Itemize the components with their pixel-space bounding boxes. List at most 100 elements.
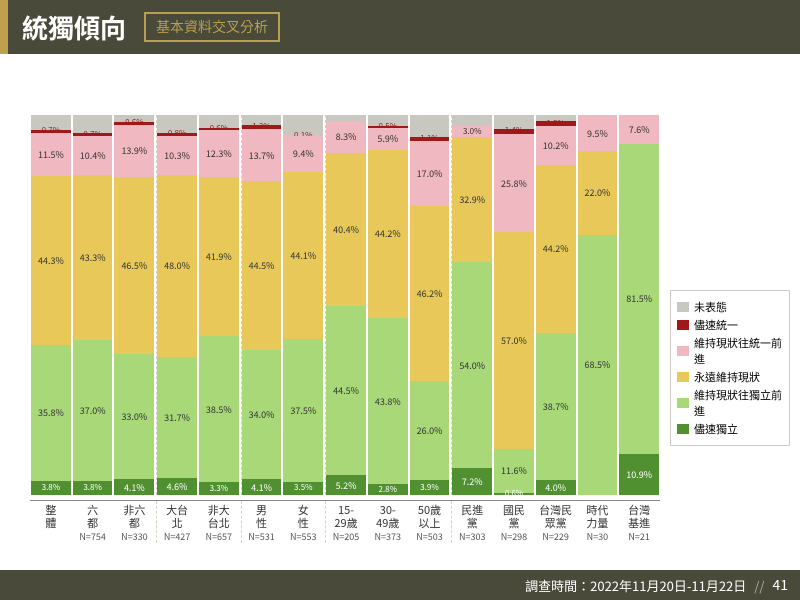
- bar: 1.1%17.0%46.2%26.0%3.9%: [410, 115, 450, 495]
- bar-segment: 4.1%: [242, 479, 282, 495]
- sample-size: N=531: [248, 530, 275, 543]
- bar-segment: 3.8%: [31, 481, 71, 495]
- x-axis-label: 國民黨N=298: [494, 501, 534, 543]
- legend-item: 永遠維持現狀: [677, 369, 783, 385]
- legend-swatch: [677, 302, 689, 312]
- bar-segment: 44.3%: [31, 176, 71, 344]
- bar-segment: 10.9%: [619, 454, 659, 495]
- bar-segment: 2.8%: [368, 484, 408, 495]
- x-axis-label: 時代力量N=30: [578, 501, 618, 543]
- x-axis-label: 非大台北N=657: [199, 501, 239, 543]
- bar-segment: 4.1%: [114, 479, 154, 495]
- footer-separator: //: [754, 576, 764, 595]
- bar: 0.7%11.5%44.3%35.8%3.8%: [31, 115, 71, 495]
- header: 統獨傾向 基本資料交叉分析: [0, 0, 800, 54]
- sample-size: N=30: [587, 530, 609, 543]
- sample-size: N=754: [79, 530, 106, 543]
- bar-segment: 43.8%: [368, 318, 408, 484]
- bar-segment: 57.0%: [494, 232, 534, 449]
- bar: 1.4%25.8%57.0%11.6%0.6%: [494, 115, 534, 495]
- page-title: 統獨傾向: [22, 9, 126, 46]
- bar: 1.3%10.2%44.2%38.7%4.0%: [536, 115, 576, 495]
- sample-size: N=298: [501, 530, 528, 543]
- legend-label: 儘速獨立: [694, 421, 738, 437]
- x-axis-label: 女性N=553: [283, 501, 323, 543]
- sample-size: N=21: [628, 530, 650, 543]
- bar-segment: 44.5%: [242, 181, 282, 350]
- subtitle-box: 基本資料交叉分析: [144, 12, 280, 42]
- legend-label: 儘速統一: [694, 317, 738, 333]
- bar-segment: 46.2%: [410, 206, 450, 382]
- x-axis-label: 30-49歲N=373: [368, 501, 408, 543]
- bar-segment: 13.7%: [242, 129, 282, 181]
- sample-size: N=503: [416, 530, 443, 543]
- bar-segment: 17.0%: [410, 141, 450, 206]
- sample-size: N=553: [290, 530, 317, 543]
- bar-segment: 43.3%: [73, 175, 113, 340]
- bar-segment: 3.0%: [452, 126, 492, 137]
- bar-segment: 41.9%: [199, 177, 239, 336]
- bar-segment: 44.2%: [536, 165, 576, 333]
- legend-label: 永遠維持現狀: [694, 369, 760, 385]
- bar-segment: 44.5%: [326, 306, 366, 475]
- bar-segment: 48.0%: [157, 175, 197, 357]
- legend-item: 維持現狀往統一前進: [677, 335, 783, 367]
- x-axis-label: 六都N=754: [73, 501, 113, 543]
- bar-segment: 3.8%: [73, 481, 113, 495]
- legend-swatch: [677, 346, 689, 356]
- x-axis-label: 15-29歲N=205: [325, 501, 366, 543]
- bar-segment: 9.5%: [578, 115, 618, 151]
- bar-segment: 46.5%: [114, 177, 154, 354]
- bar-segment: 40.4%: [326, 153, 366, 307]
- bar-segment: 38.5%: [199, 336, 239, 482]
- x-axis-label: 台灣民眾黨N=229: [536, 501, 576, 543]
- bar-segment: 34.0%: [242, 350, 282, 479]
- x-axis-label: 男性N=531: [241, 501, 282, 543]
- bar-segment: 38.7%: [536, 333, 576, 480]
- x-axis-label: 非六都N=330: [114, 501, 154, 543]
- bar-segment: 37.5%: [283, 339, 323, 482]
- bar: 3.0%32.9%54.0%7.2%: [452, 115, 492, 495]
- bar: 0.8%10.3%48.0%31.7%4.6%: [157, 115, 197, 495]
- bar-segment: [452, 115, 492, 126]
- bar-segment: 22.0%: [578, 151, 618, 235]
- bar-segment: 4.6%: [157, 478, 197, 495]
- bar-segment: 33.0%: [114, 354, 154, 479]
- bar-segment: 9.4%: [283, 136, 323, 172]
- bar: 0.5%5.9%44.2%43.8%2.8%: [368, 115, 408, 495]
- sample-size: N=657: [206, 530, 233, 543]
- legend-item: 維持現狀往獨立前進: [677, 387, 783, 419]
- bar-segment: 10.2%: [536, 126, 576, 165]
- footer: 調查時間：2022年11月20日-11月22日 // 41: [0, 570, 800, 600]
- bar-segment: 5.9%: [368, 128, 408, 150]
- legend-label: 維持現狀往統一前進: [694, 335, 783, 367]
- sample-size: N=427: [164, 530, 191, 543]
- bar-segment: 0.6%: [494, 493, 534, 495]
- bar-segment: 5.2%: [326, 475, 366, 495]
- x-axis-label: 整體: [31, 501, 71, 543]
- bar-segment: 10.3%: [157, 136, 197, 175]
- sample-size: N=229: [542, 530, 569, 543]
- bar-segment: 37.0%: [73, 340, 113, 481]
- bar-segment: 81.5%: [619, 144, 659, 454]
- x-axis-label: 大台北N=427: [156, 501, 197, 543]
- bar-segment: 8.3%: [326, 121, 366, 153]
- legend-swatch: [677, 320, 689, 330]
- bar: 8.3%40.4%44.5%5.2%: [326, 115, 366, 495]
- legend-swatch: [677, 398, 689, 408]
- bar-segment: 4.0%: [536, 480, 576, 495]
- bar: 0.6%13.9%46.5%33.0%4.1%: [114, 115, 154, 495]
- bar-segment: 35.8%: [31, 345, 71, 481]
- legend-item: 儘速獨立: [677, 421, 783, 437]
- bar-segment: 13.9%: [114, 125, 154, 178]
- x-axis: 整體六都N=754非六都N=330大台北N=427非大台北N=657男性N=53…: [30, 500, 660, 543]
- x-axis-label: 民進黨N=303: [451, 501, 492, 543]
- legend-swatch: [677, 424, 689, 434]
- bar: 7.6%81.5%10.9%: [619, 115, 659, 495]
- bar-segment: 10.4%: [73, 136, 113, 176]
- bar: 0.7%10.4%43.3%37.0%3.8%: [73, 115, 113, 495]
- sample-size: N=303: [459, 530, 486, 543]
- bar-segment: 3.3%: [199, 482, 239, 495]
- sample-size: N=330: [121, 530, 148, 543]
- bar: 1.2%13.7%44.5%34.0%4.1%: [242, 115, 282, 495]
